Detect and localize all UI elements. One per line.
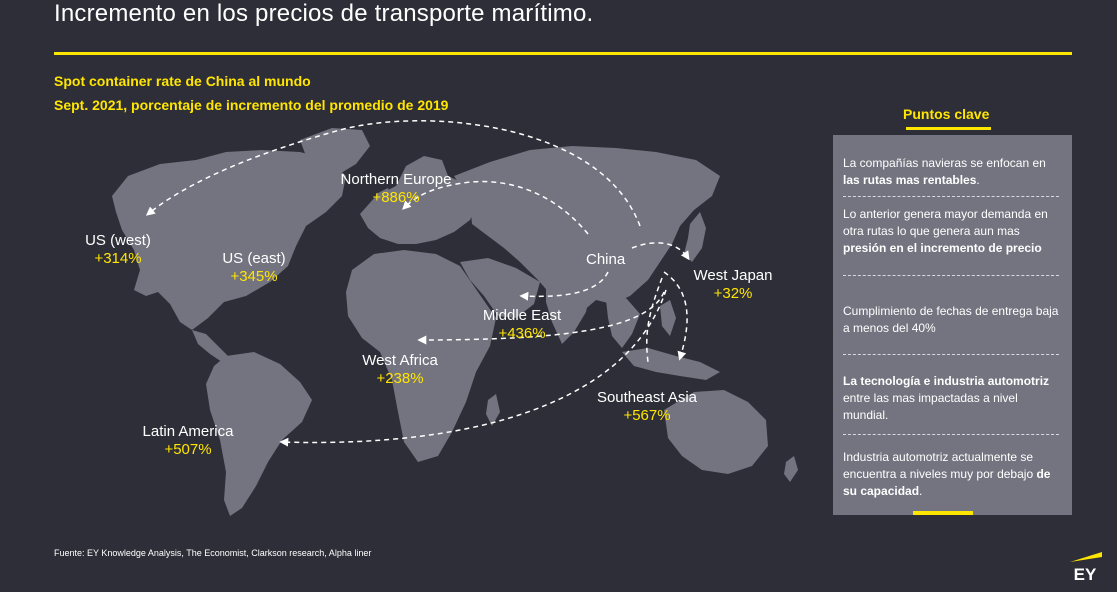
continent-africa [346,250,496,462]
continent-middle-east [460,258,540,318]
key-points-title-underline [906,127,991,130]
continent-scandinavia [396,156,448,190]
page-title: Incremento en los precios de transporte … [54,0,594,27]
label-northern-europe: Northern Europe +886% [330,171,462,207]
key-point-2: Lo anterior genera mayor demanda en otra… [843,206,1065,257]
route-name: West Japan [693,267,773,284]
route-name: West Africa [362,352,438,369]
route-pct: +238% [376,370,424,387]
key-point-bold: presión en el incremento de precio [843,241,1042,255]
continent-greenland [300,128,370,176]
title-underline [54,52,1072,55]
key-point-separator [843,354,1059,355]
route-name: Northern Europe [340,171,452,188]
continent-central-america [192,330,228,362]
key-point-separator [843,434,1059,435]
key-point-separator [843,275,1059,276]
key-point-bold: las rutas mas rentables [843,173,977,187]
route-us-west [145,120,641,227]
chart-subtitle: Spot container rate de China al mundo [54,73,311,89]
key-point-text: entre las mas impactadas a nivel mundial… [843,391,1018,422]
key-point-separator [843,196,1059,197]
ey-logo-text: EY [1074,565,1097,582]
key-point-text: Cumplimiento de fechas de entrega baja a… [843,304,1059,335]
key-points-panel: La compañías navieras se enfocan en las … [833,135,1072,515]
key-points-title: Puntos clave [903,106,990,122]
route-pct: +886% [372,189,420,206]
continent-indonesia [622,348,720,380]
continent-madagascar [486,394,500,426]
label-us-west: US (west) +314% [80,232,156,268]
continent-japan [684,212,706,262]
route-name: Middle East [482,307,562,324]
route-pct: +567% [623,407,671,424]
continent-europe [360,176,478,244]
key-point-text: Industria automotriz actualmente se encu… [843,450,1037,481]
route-pct: +314% [94,250,142,267]
route-pct: +32% [713,285,753,302]
key-point-1: La compañías navieras se enfocan en las … [843,155,1065,189]
key-point-text: Lo anterior genera mayor demanda en otra… [843,207,1048,238]
key-point-bold: de su capacidad [843,467,1051,498]
label-middle-east: Middle East +436% [474,307,570,343]
route-pct: +507% [164,441,212,458]
key-point-4: La tecnología e industria automotriz ent… [843,373,1065,424]
route-name: US (east) [222,250,286,267]
route-southeast-asia-alt [646,277,663,363]
chart-subtitle-period: Sept. 2021, porcentaje de incremento del… [54,97,449,113]
key-points-bottom-accent [913,511,973,515]
continent-australia [664,390,768,474]
route-name: US (west) [85,232,151,249]
key-point-text: La compañías navieras se enfocan en [843,156,1046,170]
continent-india [546,282,590,344]
continent-uk [374,188,392,212]
key-point-text: . [919,484,923,498]
label-latin-america: Latin America +507% [134,423,242,459]
continent-south-america [206,352,312,516]
label-us-east: US (east) +345% [216,250,292,286]
continent-north-america [112,150,346,330]
route-middle-east [519,271,609,301]
route-name: Latin America [142,423,234,440]
key-point-3: Cumplimiento de fechas de entrega baja a… [843,303,1065,337]
label-china: China [586,251,626,268]
continent-philippines [660,300,676,336]
route-northern-europe [402,180,589,235]
route-west-japan [631,242,690,261]
key-point-text: . [976,173,980,187]
key-point-5: Industria automotriz actualmente se encu… [843,449,1065,500]
route-latin-america [279,289,667,447]
continent-new-zealand [784,456,798,482]
key-point-bold: La tecnología e industria automotriz [843,374,1050,388]
continent-indochina [606,298,640,348]
label-west-africa: West Africa +238% [352,352,448,388]
route-pct: +436% [498,325,546,342]
ey-logo: EY [1070,552,1102,582]
route-pct: +345% [230,268,278,285]
route-southeast-asia [663,271,688,361]
source-note: Fuente: EY Knowledge Analysis, The Econo… [54,548,372,558]
label-southeast-asia: Southeast Asia +567% [590,389,704,425]
route-name: Southeast Asia [596,389,698,406]
label-west-japan: West Japan +32% [688,267,778,303]
